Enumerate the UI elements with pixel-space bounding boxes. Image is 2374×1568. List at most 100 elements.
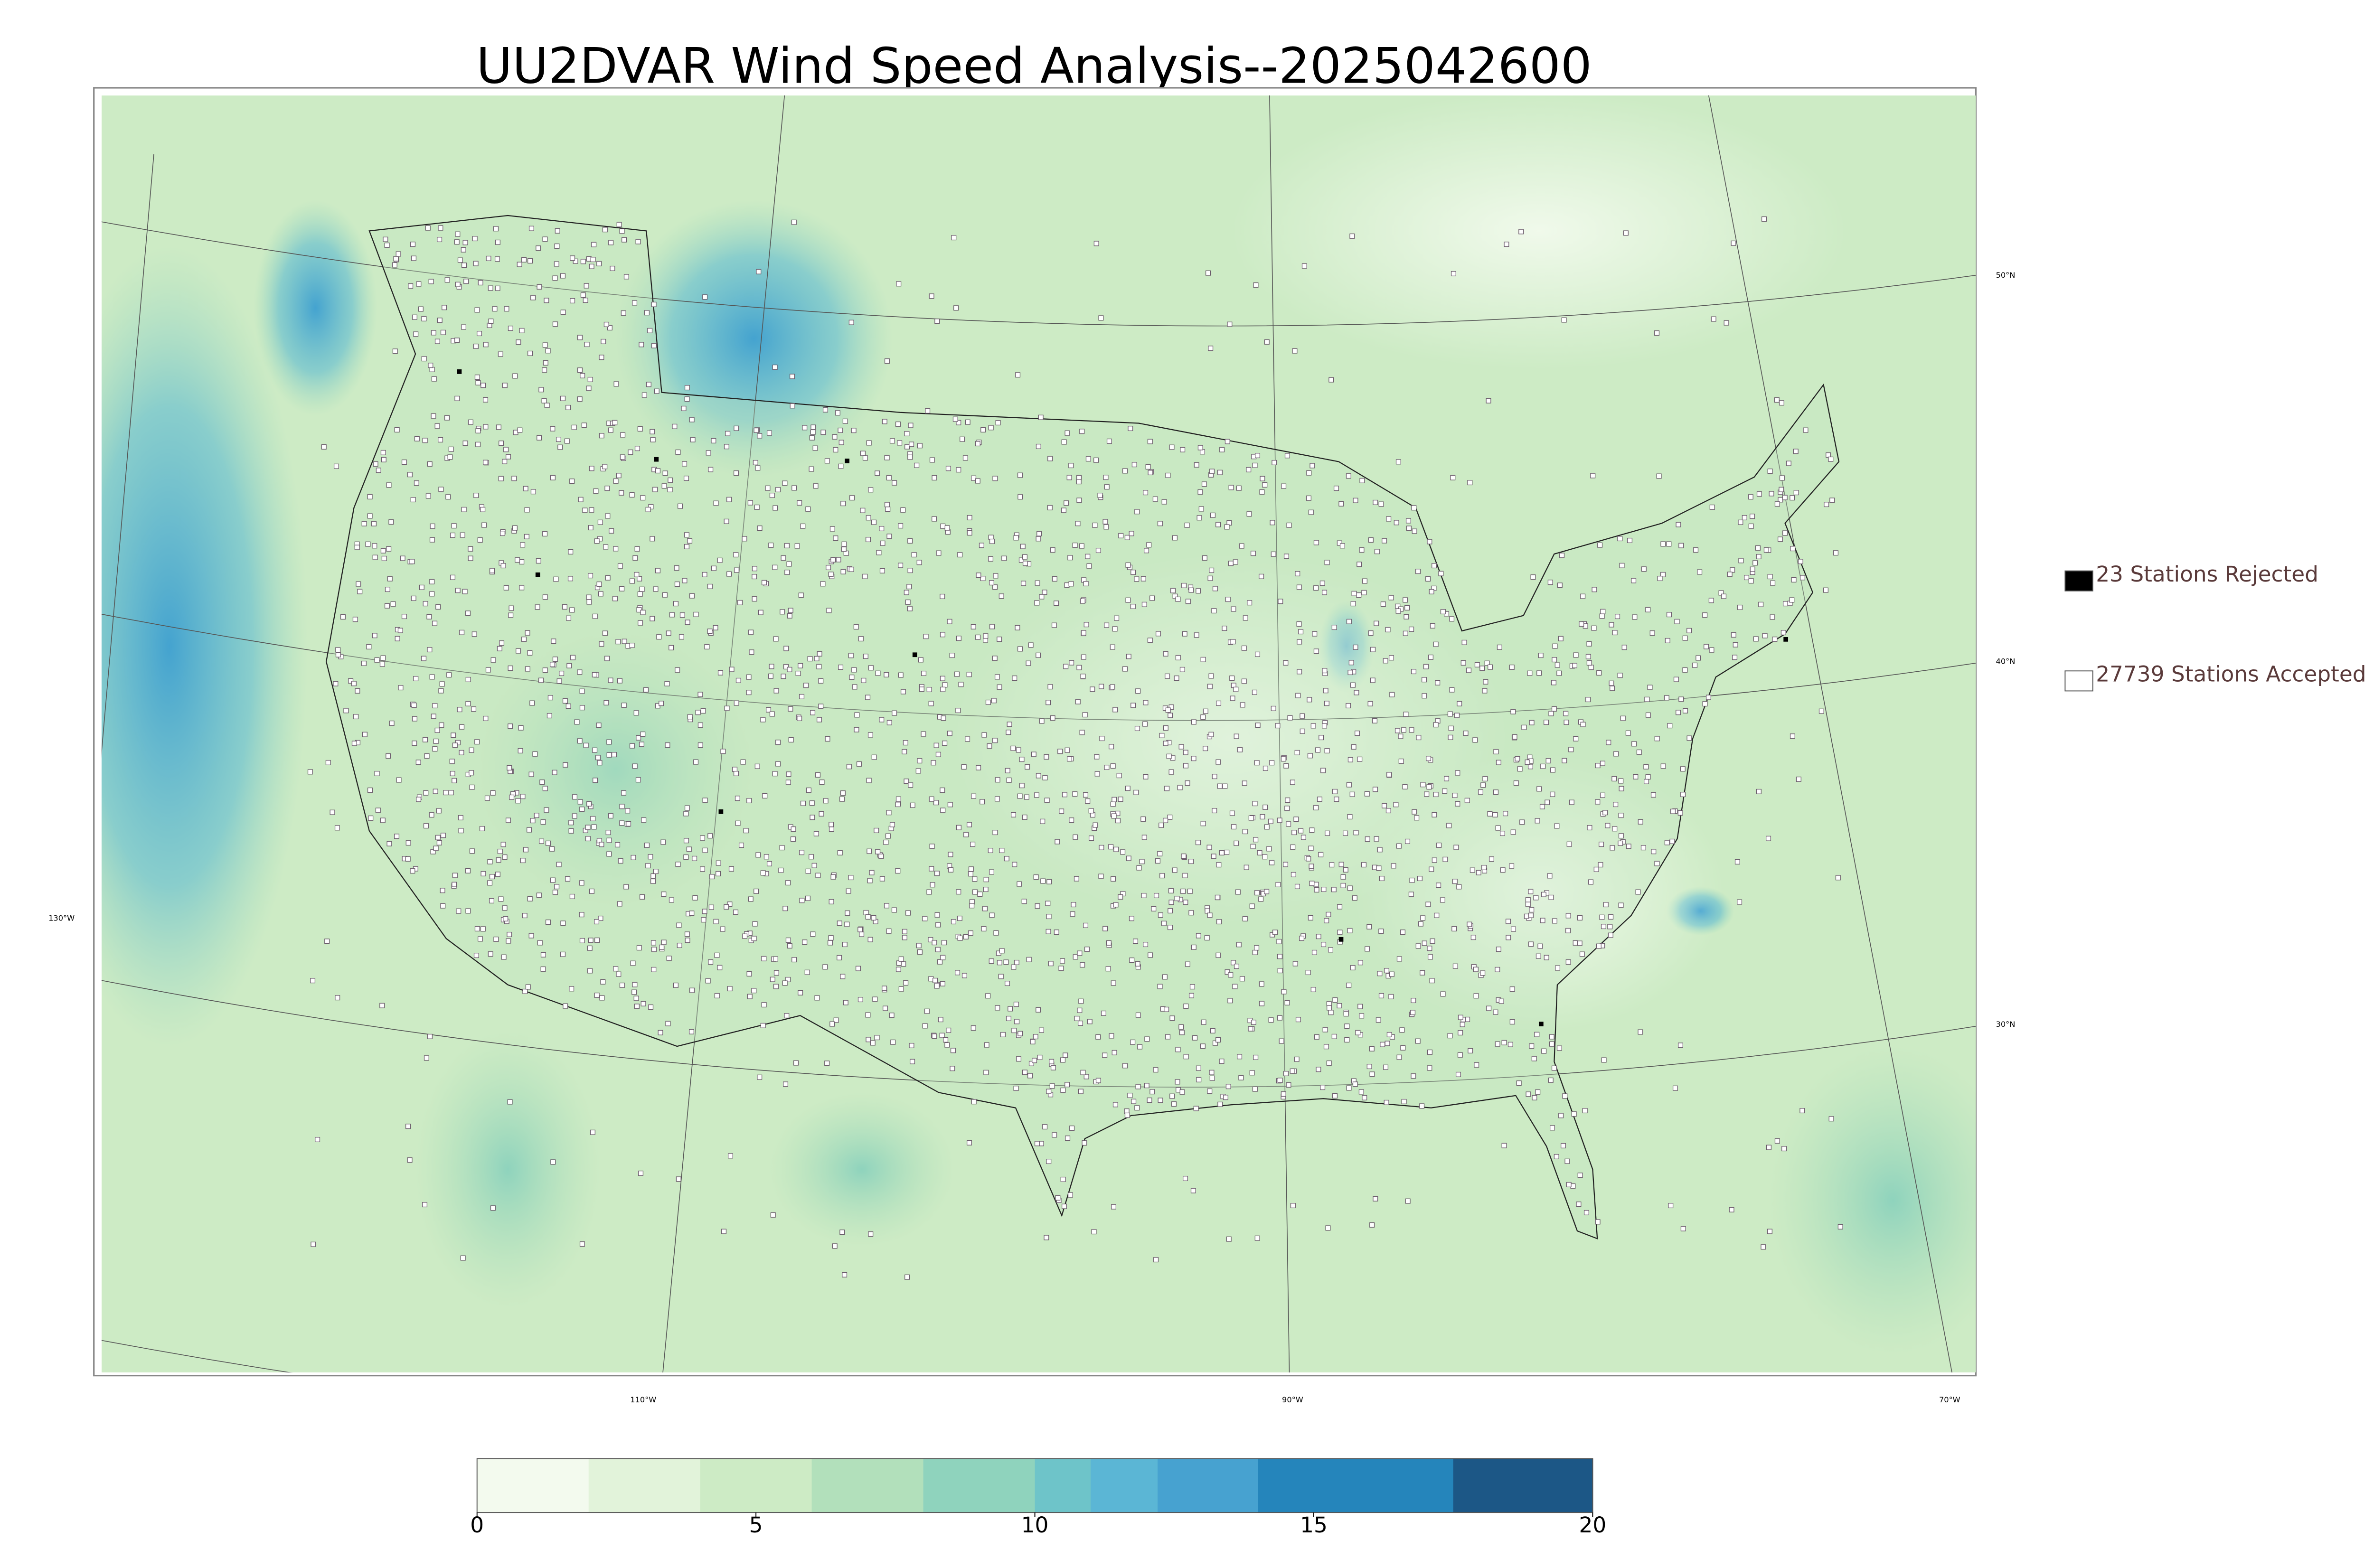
- station: [1046, 1089, 1052, 1094]
- station: [1509, 863, 1515, 869]
- station: [705, 978, 711, 984]
- station: [784, 543, 790, 548]
- station: [480, 507, 486, 512]
- station: [997, 637, 1002, 642]
- rejected-station: [718, 809, 724, 814]
- station: [1310, 723, 1316, 729]
- station: [1246, 467, 1252, 472]
- station: [637, 576, 642, 582]
- station: [848, 566, 854, 572]
- station: [1536, 670, 1542, 676]
- station: [1306, 495, 1311, 501]
- station: [1143, 942, 1149, 948]
- station: [1297, 669, 1302, 675]
- station: [1028, 1061, 1034, 1066]
- station: [1212, 1040, 1218, 1046]
- station: [357, 589, 363, 594]
- station: [552, 275, 558, 281]
- station: [985, 699, 991, 705]
- station: [757, 526, 763, 531]
- station: [1182, 631, 1187, 637]
- station: [1271, 705, 1276, 711]
- station: [521, 637, 527, 642]
- station: [1320, 768, 1326, 773]
- station: [772, 771, 778, 777]
- station: [1286, 522, 1292, 528]
- station: [452, 742, 458, 748]
- station: [711, 565, 716, 571]
- station: [675, 667, 680, 673]
- station: [1412, 809, 1417, 815]
- station: [1070, 911, 1075, 917]
- station: [914, 462, 920, 468]
- station: [1291, 830, 1297, 836]
- station: [1093, 457, 1099, 463]
- station: [1077, 1007, 1083, 1013]
- station: [461, 263, 467, 268]
- station: [1099, 845, 1104, 850]
- station: [846, 888, 851, 894]
- station: [1313, 585, 1319, 591]
- station: [539, 779, 545, 785]
- station: [989, 538, 995, 544]
- station: [440, 888, 445, 893]
- station: [769, 492, 775, 498]
- station: [875, 849, 881, 854]
- station: [782, 480, 788, 486]
- station: [684, 805, 690, 811]
- station: [1417, 875, 1423, 882]
- station: [551, 638, 556, 644]
- station: [1403, 630, 1408, 636]
- station: [1789, 597, 1795, 603]
- station: [451, 523, 457, 529]
- station: [1148, 952, 1153, 958]
- station: [579, 880, 584, 886]
- station: [547, 695, 553, 701]
- station: [1618, 778, 1624, 784]
- station: [1352, 1081, 1358, 1087]
- station: [1588, 665, 1594, 670]
- station: [1242, 829, 1248, 835]
- station: [922, 1023, 928, 1029]
- station: [980, 799, 985, 805]
- station: [1519, 819, 1525, 825]
- station: [1047, 505, 1053, 510]
- station: [508, 723, 513, 729]
- station: [1756, 789, 1762, 794]
- station: [579, 1241, 585, 1247]
- station: [790, 403, 795, 409]
- station: [1667, 723, 1673, 729]
- station: [1383, 658, 1388, 664]
- station: [448, 790, 454, 796]
- station: [945, 466, 951, 471]
- station: [1209, 1070, 1215, 1075]
- station: [956, 420, 961, 425]
- station: [1134, 1105, 1140, 1111]
- station: [1505, 919, 1511, 924]
- station: [1611, 776, 1617, 781]
- station: [414, 480, 419, 486]
- station: [1682, 635, 1688, 641]
- station: [1455, 1071, 1461, 1077]
- station: [713, 625, 718, 630]
- station: [452, 882, 457, 887]
- station: [407, 1157, 413, 1163]
- station: [483, 342, 489, 347]
- station: [1068, 463, 1074, 469]
- station: [1250, 844, 1256, 849]
- station: [431, 376, 437, 382]
- station: [721, 1229, 727, 1234]
- station: [794, 543, 800, 549]
- station: [412, 314, 417, 320]
- station: [871, 754, 877, 760]
- station: [1011, 1028, 1017, 1033]
- station: [1027, 1073, 1033, 1079]
- station: [1036, 531, 1042, 536]
- station: [628, 449, 633, 455]
- station: [401, 614, 407, 620]
- station: [932, 940, 937, 946]
- station: [1144, 1036, 1150, 1042]
- station: [1167, 925, 1173, 930]
- station: [1085, 554, 1091, 559]
- station: [1167, 814, 1173, 820]
